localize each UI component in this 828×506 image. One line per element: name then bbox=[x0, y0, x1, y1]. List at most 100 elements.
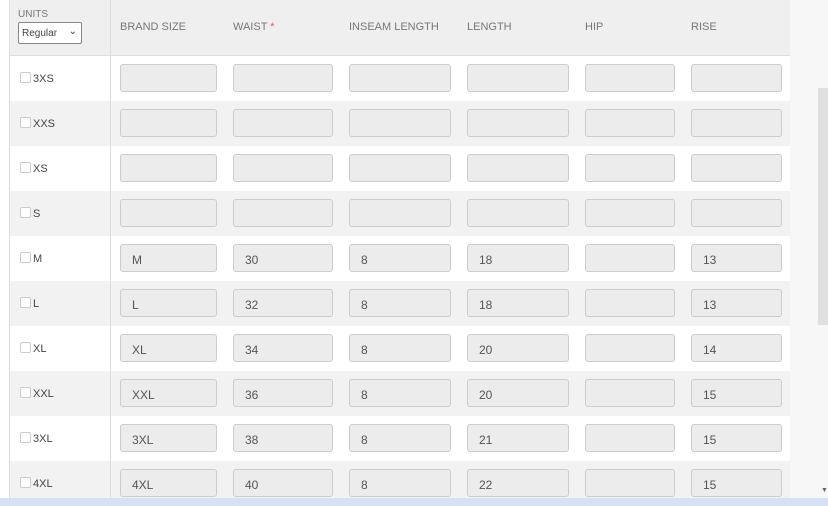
size-checkbox[interactable] bbox=[20, 162, 31, 173]
rise-input[interactable]: 15 bbox=[691, 424, 782, 452]
size-label: XXS bbox=[33, 118, 56, 130]
rise-input[interactable] bbox=[691, 109, 782, 137]
hip-input[interactable] bbox=[585, 379, 675, 407]
inseam-length-input[interactable] bbox=[349, 109, 451, 137]
size-checkbox[interactable] bbox=[20, 387, 31, 398]
units-label: UNITS bbox=[18, 9, 48, 20]
table-row: XXS bbox=[10, 101, 790, 146]
inseam-length-input[interactable]: 8 bbox=[349, 469, 451, 497]
rise-input[interactable] bbox=[691, 64, 782, 92]
table-row: XS bbox=[10, 146, 790, 191]
size-label: M bbox=[33, 253, 43, 265]
brand-size-input[interactable]: M bbox=[120, 244, 217, 272]
length-input[interactable] bbox=[467, 109, 569, 137]
inseam-length-input[interactable]: 8 bbox=[349, 244, 451, 272]
size-checkbox[interactable] bbox=[20, 117, 31, 128]
hip-input[interactable] bbox=[585, 199, 675, 227]
table-row: L L 32 8 18 13 bbox=[10, 281, 790, 326]
size-checkbox[interactable] bbox=[20, 342, 31, 353]
size-label: 4XL bbox=[33, 478, 53, 490]
length-input[interactable]: 22 bbox=[467, 469, 569, 497]
rise-input[interactable] bbox=[691, 154, 782, 182]
scroll-down-arrow-icon[interactable]: ▼ bbox=[821, 487, 828, 494]
inseam-length-input[interactable] bbox=[349, 64, 451, 92]
size-label: XL bbox=[33, 343, 47, 355]
waist-input[interactable] bbox=[233, 109, 333, 137]
brand-size-input[interactable]: 3XL bbox=[120, 424, 217, 452]
length-input[interactable]: 18 bbox=[467, 289, 569, 317]
hip-input[interactable] bbox=[585, 109, 675, 137]
size-chart-table: UNITS Regular ⌄ BRAND SIZE WAIST * INSEAM… bbox=[9, 0, 791, 498]
header-length: LENGTH bbox=[467, 21, 512, 33]
table-header: UNITS Regular ⌄ BRAND SIZE WAIST * INSEAM… bbox=[10, 0, 790, 56]
size-label: 3XS bbox=[33, 73, 54, 85]
size-checkbox[interactable] bbox=[20, 477, 31, 488]
table-row: S bbox=[10, 191, 790, 236]
hip-input[interactable] bbox=[585, 154, 675, 182]
header-brand-size: BRAND SIZE bbox=[120, 21, 187, 33]
inseam-length-input[interactable] bbox=[349, 199, 451, 227]
hip-input[interactable] bbox=[585, 424, 675, 452]
length-input[interactable]: 21 bbox=[467, 424, 569, 452]
hip-input[interactable] bbox=[585, 244, 675, 272]
scrollbar-thumb[interactable] bbox=[818, 88, 828, 325]
rise-input[interactable]: 15 bbox=[691, 469, 782, 497]
size-checkbox[interactable] bbox=[20, 432, 31, 443]
brand-size-input[interactable]: 4XL bbox=[120, 469, 217, 497]
units-select[interactable]: Regular ⌄ bbox=[18, 22, 82, 44]
waist-input[interactable] bbox=[233, 154, 333, 182]
inseam-length-input[interactable]: 8 bbox=[349, 289, 451, 317]
length-input[interactable] bbox=[467, 199, 569, 227]
size-label: 3XL bbox=[33, 433, 53, 445]
waist-input[interactable]: 40 bbox=[233, 469, 333, 497]
waist-input[interactable] bbox=[233, 64, 333, 92]
waist-input[interactable]: 34 bbox=[233, 334, 333, 362]
waist-input[interactable] bbox=[233, 199, 333, 227]
size-label: XS bbox=[33, 163, 48, 175]
table-row: M M 30 8 18 13 bbox=[10, 236, 790, 281]
inseam-length-input[interactable]: 8 bbox=[349, 379, 451, 407]
length-input[interactable]: 20 bbox=[467, 334, 569, 362]
length-input[interactable] bbox=[467, 64, 569, 92]
brand-size-input[interactable] bbox=[120, 199, 217, 227]
waist-input[interactable]: 30 bbox=[233, 244, 333, 272]
hip-input[interactable] bbox=[585, 469, 675, 497]
table-row: 3XS bbox=[10, 56, 790, 101]
required-marker: * bbox=[270, 21, 275, 33]
brand-size-input[interactable] bbox=[120, 154, 217, 182]
size-checkbox[interactable] bbox=[20, 297, 31, 308]
units-value: Regular bbox=[22, 28, 58, 39]
brand-size-input[interactable] bbox=[120, 109, 217, 137]
brand-size-input[interactable]: XXL bbox=[120, 379, 217, 407]
rise-input[interactable]: 15 bbox=[691, 379, 782, 407]
waist-input[interactable]: 38 bbox=[233, 424, 333, 452]
header-rise: RISE bbox=[691, 21, 717, 33]
size-checkbox[interactable] bbox=[20, 72, 31, 83]
length-input[interactable]: 20 bbox=[467, 379, 569, 407]
inseam-length-input[interactable]: 8 bbox=[349, 334, 451, 362]
chevron-down-icon: ⌄ bbox=[68, 26, 77, 37]
length-input[interactable] bbox=[467, 154, 569, 182]
rise-input[interactable]: 13 bbox=[691, 244, 782, 272]
hip-input[interactable] bbox=[585, 64, 675, 92]
rise-input[interactable]: 14 bbox=[691, 334, 782, 362]
waist-input[interactable]: 36 bbox=[233, 379, 333, 407]
size-label: XXL bbox=[33, 388, 54, 400]
header-waist-label: WAIST bbox=[233, 21, 268, 33]
hip-input[interactable] bbox=[585, 334, 675, 362]
waist-input[interactable]: 32 bbox=[233, 289, 333, 317]
column-divider bbox=[110, 0, 111, 498]
size-checkbox[interactable] bbox=[20, 252, 31, 263]
size-checkbox[interactable] bbox=[20, 207, 31, 218]
inseam-length-input[interactable] bbox=[349, 154, 451, 182]
rise-input[interactable]: 13 bbox=[691, 289, 782, 317]
brand-size-input[interactable]: L bbox=[120, 289, 217, 317]
bottom-bar bbox=[0, 498, 828, 506]
inseam-length-input[interactable]: 8 bbox=[349, 424, 451, 452]
size-label: S bbox=[33, 208, 41, 220]
brand-size-input[interactable]: XL bbox=[120, 334, 217, 362]
brand-size-input[interactable] bbox=[120, 64, 217, 92]
hip-input[interactable] bbox=[585, 289, 675, 317]
rise-input[interactable] bbox=[691, 199, 782, 227]
length-input[interactable]: 18 bbox=[467, 244, 569, 272]
